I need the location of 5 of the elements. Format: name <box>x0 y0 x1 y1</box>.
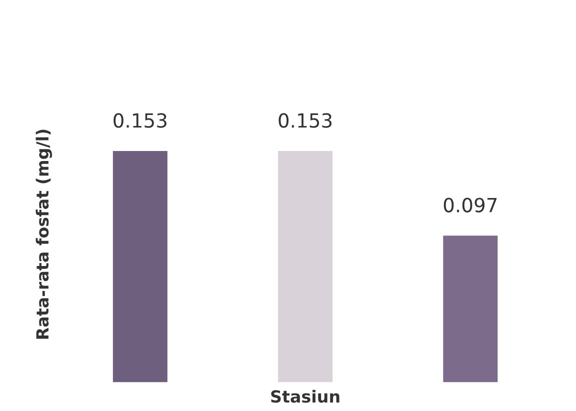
y-axis-title: Rata-rata fosfat (mg/l) <box>36 130 52 339</box>
data-label: 0.153 <box>278 113 332 128</box>
x-axis-title: Stasiun <box>271 390 340 403</box>
data-label: 0.153 <box>114 113 166 128</box>
data-label: 0.097 <box>444 198 497 212</box>
